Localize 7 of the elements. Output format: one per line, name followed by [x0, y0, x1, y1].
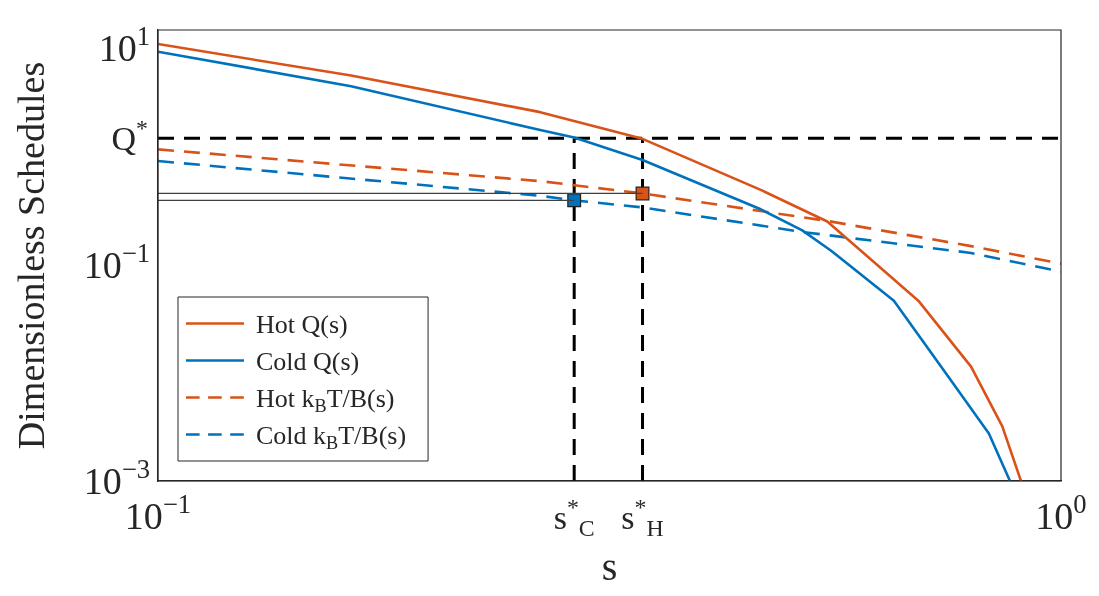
y-axis-title: Dimensionless Schedules: [10, 61, 52, 450]
legend-label: Hot Q(s): [256, 309, 348, 339]
x-axis-title: s: [601, 544, 618, 589]
ref-line-label: s*H: [621, 493, 664, 542]
ref-line-label: Q*: [111, 114, 149, 158]
ref-line-label: s*C: [553, 493, 595, 542]
legend-label: Cold Q(s): [256, 346, 360, 376]
